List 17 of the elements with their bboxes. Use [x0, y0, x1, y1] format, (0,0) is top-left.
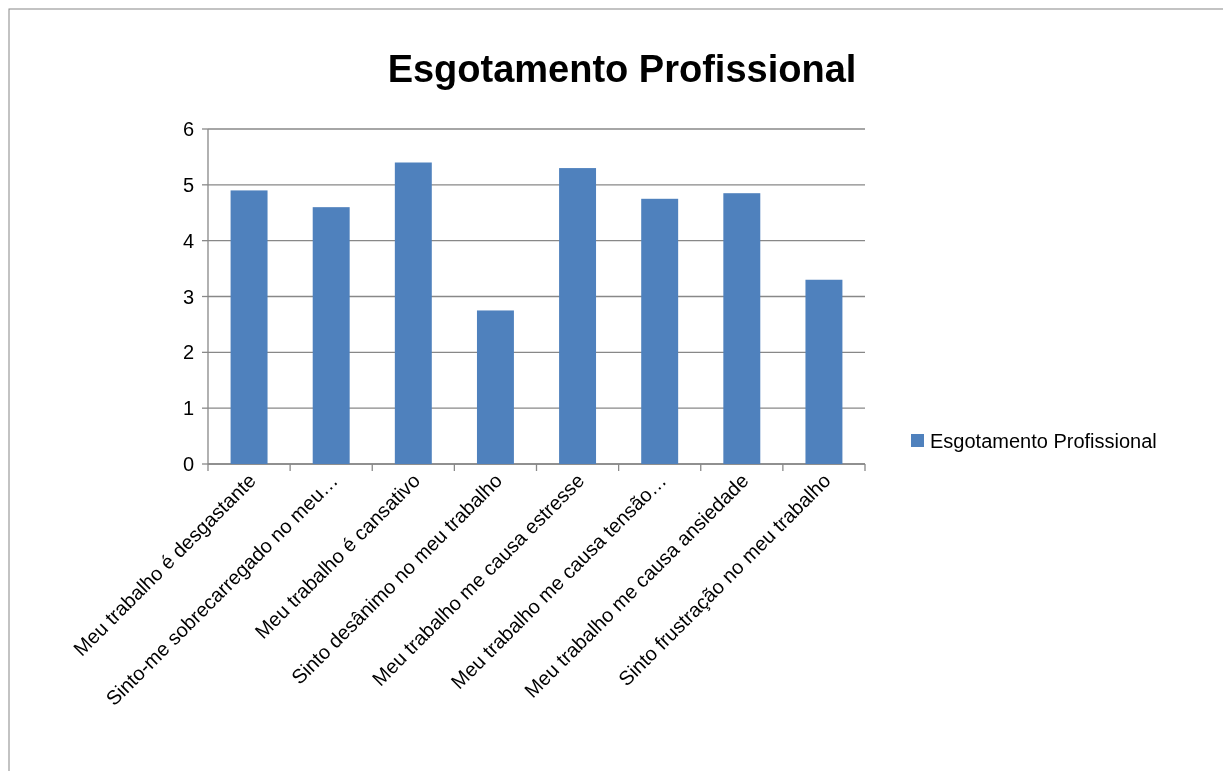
y-tick-label: 3: [182, 285, 194, 308]
y-tick-label: 4: [182, 229, 194, 252]
bar: [476, 310, 514, 464]
y-tick-label: 0: [182, 453, 194, 475]
y-tick-label: 2: [182, 341, 194, 364]
bar: [394, 162, 432, 464]
bar: [559, 168, 597, 464]
legend-label: Esgotamento Profissional: [930, 430, 1157, 452]
y-tick-label: 5: [182, 173, 194, 196]
y-tick-label: 1: [182, 397, 194, 420]
chart-title: Esgotamento Profissional: [387, 48, 857, 90]
bar: [805, 279, 843, 464]
bar: [723, 193, 761, 464]
y-tick-label: 6: [182, 118, 194, 140]
bar: [230, 190, 268, 464]
bar: [312, 207, 350, 464]
bar: [641, 198, 679, 464]
